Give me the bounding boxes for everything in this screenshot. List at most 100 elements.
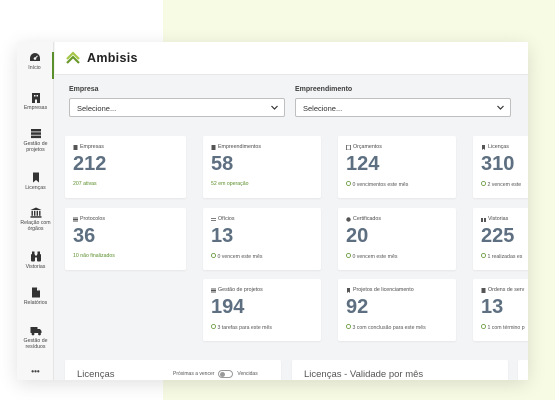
clock-icon <box>481 181 486 186</box>
toggle-left-label: Próximas a vencer <box>173 371 215 377</box>
card-value: 310 <box>481 153 515 175</box>
clock-icon <box>346 324 351 329</box>
app-window: Início Empresas Gestão de projetos Licen… <box>17 42 528 380</box>
sidebar-item-label: Relatórios <box>23 300 48 306</box>
clock-icon <box>481 324 486 329</box>
card-title-row: Projetos de licenciamento <box>346 287 414 293</box>
sidebar-item-relacao-orgaos[interactable]: Relação com órgãos <box>17 207 54 232</box>
card-title-row: Licenças <box>481 144 509 150</box>
sidebar-item-gestao-projetos[interactable]: Gestão de projetos <box>17 128 54 153</box>
card-title-row: Empreendimentos <box>211 144 261 150</box>
card-ordens-servico[interactable]: Ordens de serv 13 1 com término p <box>473 279 528 341</box>
document-icon <box>346 144 351 150</box>
panel-title: Licenças <box>77 369 115 380</box>
empresa-label: Empresa <box>69 86 99 93</box>
card-subtext: 0 vencimentos este mês <box>346 181 408 188</box>
sidebar-item-vistorias[interactable]: Vistorias <box>17 251 54 270</box>
card-subtext: 2 vencem este <box>481 181 521 188</box>
chevron-down-icon <box>497 105 504 110</box>
card-title: Orçamentos <box>353 144 382 150</box>
empreendimento-label: Empreendimento <box>295 86 353 93</box>
card-title-row: Certificados <box>346 216 381 222</box>
app-name: Ambisis <box>87 51 138 65</box>
card-projetos-licenciamento[interactable]: Projetos de licenciamento 92 3 com concl… <box>338 279 456 341</box>
projects-icon <box>30 129 41 139</box>
card-title: Empresas <box>80 144 104 150</box>
binoculars-icon <box>481 217 486 222</box>
document-icon <box>481 287 486 293</box>
sidebar-item-inicio[interactable]: Início <box>17 52 54 79</box>
card-value: 212 <box>73 153 107 175</box>
empresa-select[interactable]: Selecione... <box>69 98 285 117</box>
bank-icon <box>30 207 41 218</box>
card-gestao-projetos[interactable]: Gestão de projetos 194 3 tarefas para es… <box>203 279 321 341</box>
card-subtext-label: 1 com término p <box>487 325 525 331</box>
ambisis-logo-icon <box>66 51 80 64</box>
sidebar: Início Empresas Gestão de projetos Licen… <box>17 42 54 380</box>
report-icon <box>31 287 40 298</box>
card-oficios[interactable]: Ofícios 13 0 vencem este mês <box>203 208 321 270</box>
sidebar-more-button[interactable]: ••• <box>17 367 54 376</box>
card-title: Projetos de licenciamento <box>353 287 414 293</box>
card-title: Vistorias <box>488 216 509 222</box>
list-icon <box>73 217 78 221</box>
sidebar-item-label: Gestão de resíduos <box>23 338 48 350</box>
empresa-select-value: Selecione... <box>77 104 117 113</box>
card-subtext: 1 realizadas es <box>481 253 522 260</box>
card-orcamentos[interactable]: Orçamentos 124 0 vencimentos este mês <box>338 136 456 198</box>
top-bar: Ambisis <box>55 42 528 75</box>
card-value: 194 <box>211 296 245 318</box>
chevron-down-icon <box>271 105 278 110</box>
card-empresas[interactable]: Empresas 212 207 ativas <box>65 136 186 198</box>
card-subtext-label: 0 vencimentos este mês <box>352 182 409 188</box>
exchange-icon <box>211 217 216 221</box>
card-subtext: 3 com conclusão para este mês <box>346 324 426 331</box>
card-empreendimentos[interactable]: Empreendimentos 58 52 em operação <box>203 136 321 198</box>
card-protocolos[interactable]: Protocolos 36 10 não finalizados <box>65 208 186 270</box>
card-value: 13 <box>211 225 234 247</box>
card-title-row: Empresas <box>73 144 104 150</box>
logo[interactable]: Ambisis <box>66 51 138 65</box>
sidebar-item-gestao-residuos[interactable]: Gestão de resíduos <box>17 325 54 350</box>
card-title-row: Protocolos <box>73 216 105 222</box>
bookmark-icon <box>347 287 350 293</box>
truck-icon <box>30 327 41 336</box>
licencas-panel: Licenças Próximas a vencer Vencidas <box>65 360 281 380</box>
card-title: Certificados <box>353 216 381 222</box>
card-subtext: 3 tarefas para este mês <box>211 324 272 331</box>
card-value: 20 <box>346 225 369 247</box>
card-title-row: Ordens de serv <box>481 287 524 293</box>
sidebar-item-label: Início <box>28 65 41 71</box>
binoculars-icon <box>30 251 41 262</box>
card-subtext: 1 com término p <box>481 324 525 331</box>
sidebar-item-label: Vistorias <box>25 264 46 270</box>
empreendimento-select[interactable]: Selecione... <box>295 98 511 117</box>
extra-panel <box>518 360 528 380</box>
card-title-row: Vistorias <box>481 216 508 222</box>
clock-icon <box>346 253 351 258</box>
card-licencas[interactable]: Licenças 310 2 vencem este <box>473 136 528 198</box>
clock-icon <box>346 181 351 186</box>
card-value: 58 <box>211 153 234 175</box>
building-icon <box>211 144 216 150</box>
card-subtext-label: 0 vencem este mês <box>217 254 263 260</box>
sidebar-item-empresas[interactable]: Empresas <box>17 92 54 111</box>
certificate-icon <box>346 216 351 222</box>
card-subtext-label: 2 vencem este <box>487 182 522 188</box>
card-subtext-label: 3 tarefas para este mês <box>217 325 272 331</box>
card-subtext-label: 1 realizadas es <box>487 254 523 260</box>
clock-icon <box>211 253 216 258</box>
card-title-row: Orçamentos <box>346 144 382 150</box>
vencer-vencidas-toggle[interactable] <box>218 370 234 378</box>
card-value: 225 <box>481 225 515 247</box>
sidebar-item-relatorios[interactable]: Relatórios <box>17 287 54 306</box>
more-icon: ••• <box>31 367 40 376</box>
card-certificados[interactable]: Certificados 20 0 vencem este mês <box>338 208 456 270</box>
bookmark-icon <box>482 144 485 150</box>
sidebar-item-licencas[interactable]: Licenças <box>17 172 54 191</box>
card-subtext: 0 vencem este mês <box>211 253 262 260</box>
panel-title: Licenças - Validade por mês <box>304 369 424 380</box>
card-vistorias[interactable]: Vistorias 225 1 realizadas es <box>473 208 528 270</box>
card-title: Gestão de projetos <box>218 287 263 293</box>
building-icon <box>73 144 78 150</box>
